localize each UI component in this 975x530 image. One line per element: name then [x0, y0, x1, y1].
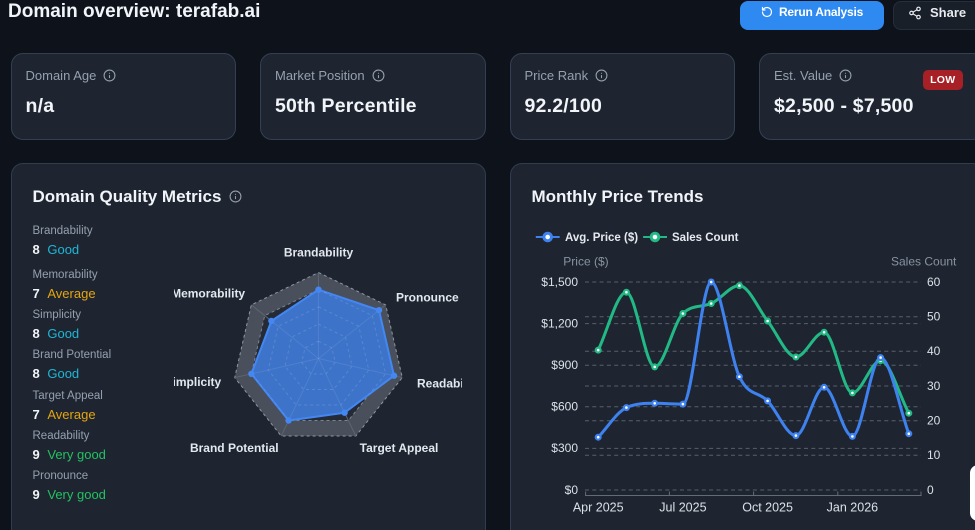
svg-text:30: 30	[927, 379, 941, 393]
svg-text:Pronounce: Pronounce	[396, 291, 459, 305]
svg-text:$0: $0	[565, 483, 579, 497]
svg-text:Brandability: Brandability	[284, 246, 354, 260]
svg-text:Readability: Readability	[417, 377, 462, 391]
svg-text:Memorability: Memorability	[174, 287, 245, 301]
svg-text:40: 40	[927, 344, 941, 358]
svg-text:Avg. Price ($): Avg. Price ($)	[565, 232, 638, 244]
svg-text:Jul 2025: Jul 2025	[659, 501, 706, 515]
svg-text:20: 20	[927, 414, 941, 428]
svg-text:60: 60	[927, 275, 941, 289]
svg-text:Sales Count: Sales Count	[891, 255, 957, 269]
svg-text:Apr 2025: Apr 2025	[573, 501, 624, 515]
svg-text:$600: $600	[551, 400, 578, 414]
svg-text:Sales Count: Sales Count	[672, 232, 739, 244]
svg-text:Oct 2025: Oct 2025	[742, 501, 793, 515]
svg-text:0: 0	[927, 483, 934, 497]
svg-text:50: 50	[927, 310, 941, 324]
svg-text:Target Appeal: Target Appeal	[360, 441, 439, 455]
svg-text:10: 10	[927, 448, 941, 462]
svg-text:$1,500: $1,500	[541, 275, 578, 289]
svg-text:$1,200: $1,200	[541, 316, 578, 330]
svg-text:Simplicity: Simplicity	[174, 375, 222, 389]
svg-text:Price ($): Price ($)	[563, 255, 608, 269]
svg-text:$300: $300	[551, 441, 578, 455]
svg-text:$900: $900	[551, 358, 578, 372]
svg-text:Brand Potential: Brand Potential	[190, 441, 279, 455]
svg-text:Jan 2026: Jan 2026	[827, 501, 878, 515]
